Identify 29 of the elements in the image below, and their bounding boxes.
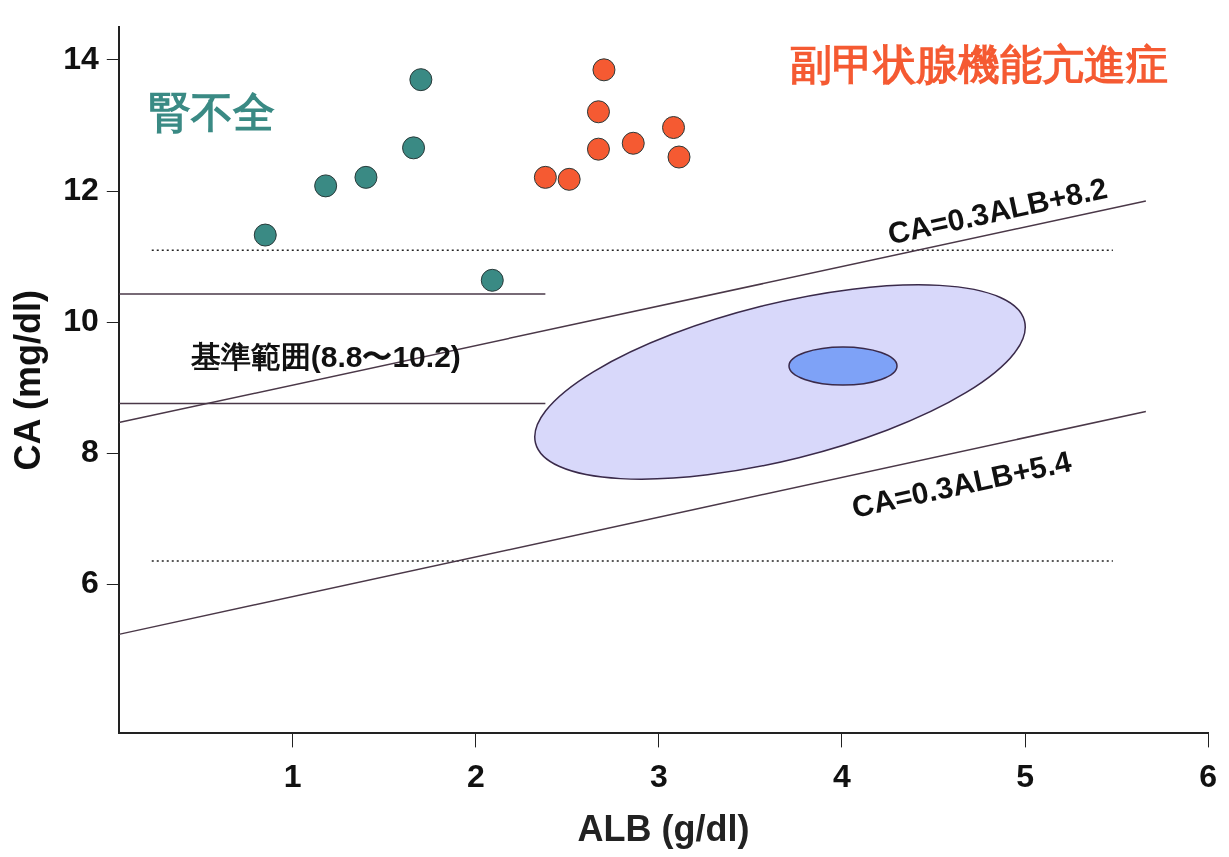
point (533, 165, 557, 189)
y-tick-label: 14 (63, 39, 99, 76)
x-tick-label: 1 (283, 758, 302, 795)
point (314, 174, 338, 198)
x-tick-label: 4 (833, 758, 852, 795)
point (409, 68, 433, 92)
point (586, 100, 610, 124)
y-tick-label: 12 (63, 170, 99, 207)
x-tick-label: 6 (1199, 758, 1217, 795)
x-tick-label: 2 (466, 758, 485, 795)
y-axis-title: CA (mg/dl) (6, 289, 48, 471)
x-tick-label: 5 (1016, 758, 1034, 795)
y-tick-label: 10 (63, 302, 99, 339)
point (586, 137, 610, 161)
point (402, 136, 426, 160)
y-tick-label: 8 (81, 433, 99, 470)
point (480, 268, 504, 292)
series-label: 腎不全 (148, 88, 275, 136)
x-axis-title: ALB (g/dl) (577, 808, 750, 850)
point (621, 131, 645, 155)
text: 副甲状腺機能亢進症 (790, 40, 1169, 88)
point (592, 58, 616, 82)
point (662, 116, 686, 140)
y-tick-label: 6 (81, 564, 99, 601)
point (354, 165, 378, 189)
point (557, 167, 581, 191)
point (253, 223, 277, 247)
point (667, 145, 691, 169)
x-tick-label: 3 (649, 758, 668, 795)
